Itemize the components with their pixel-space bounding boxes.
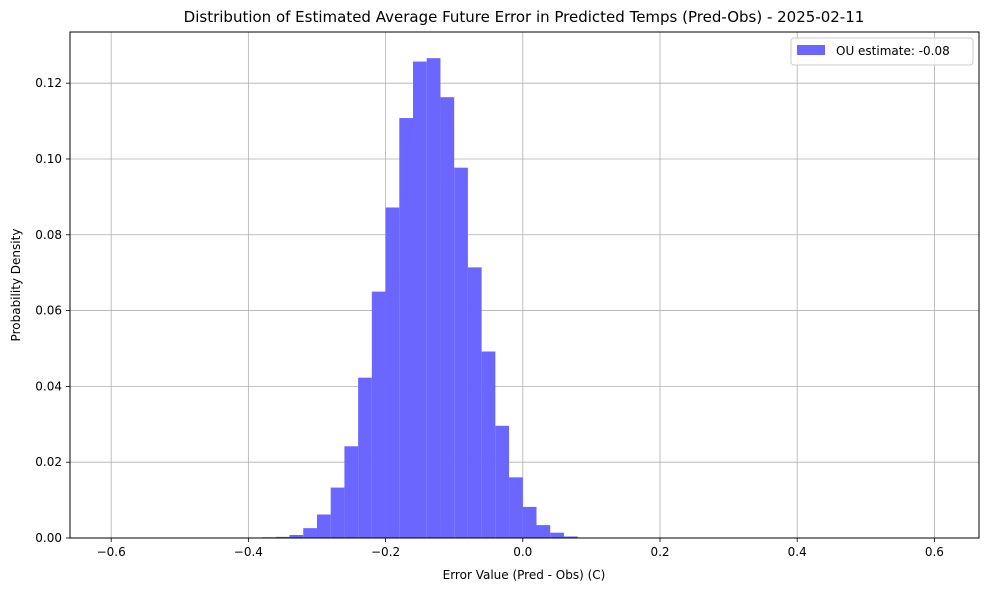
plot-frame — [69, 31, 980, 539]
histogram-bar — [481, 351, 496, 538]
histogram-bar — [563, 536, 578, 538]
y-tick-label: 0.08 — [35, 228, 62, 242]
histogram-bar — [550, 532, 564, 538]
histogram-bar — [454, 167, 468, 538]
histogram-bar — [330, 487, 345, 538]
histogram-bar — [522, 506, 537, 538]
x-tick-label: 0.2 — [650, 545, 669, 559]
x-tick-label: −0.6 — [97, 545, 126, 559]
histogram-bar — [316, 514, 331, 538]
histogram-bars — [262, 58, 674, 539]
y-tick-label: 0.06 — [35, 304, 62, 318]
y-tick-label: 0.04 — [35, 379, 62, 393]
x-tick-label: 0.6 — [925, 545, 944, 559]
histogram-bar — [275, 536, 290, 538]
histogram-bar — [426, 58, 441, 539]
histogram-bar — [536, 525, 551, 538]
x-tick-label: −0.4 — [234, 545, 263, 559]
legend: OU estimate: -0.08 — [790, 37, 974, 66]
x-tick-label: 0.4 — [788, 545, 807, 559]
histogram-bar — [509, 477, 523, 538]
histogram-bar — [467, 267, 482, 538]
x-axis-ticks: −0.6 −0.4 −0.2 0.0 0.2 0.4 0.6 — [97, 538, 944, 559]
y-axis-ticks: 0.00 0.02 0.04 0.06 0.08 0.10 0.12 — [35, 76, 70, 545]
y-tick-label: 0.10 — [35, 152, 62, 166]
histogram-bar — [358, 377, 372, 538]
x-tick-label: 0.0 — [513, 545, 532, 559]
legend-box — [790, 37, 974, 66]
histogram-bar — [303, 528, 317, 538]
x-axis-label: Error Value (Pred - Obs) (C) — [443, 568, 606, 582]
legend-label: OU estimate: -0.08 — [836, 44, 950, 58]
histogram-bar — [495, 425, 510, 538]
legend-swatch — [797, 45, 825, 55]
histogram-bar — [344, 446, 359, 538]
y-axis-label: Probability Density — [9, 229, 23, 342]
y-tick-label: 0.00 — [35, 531, 62, 545]
histogram-bar — [413, 61, 427, 538]
chart-title: Distribution of Estimated Average Future… — [184, 8, 865, 26]
histogram-bar — [289, 534, 304, 538]
y-tick-label: 0.02 — [35, 455, 62, 469]
histogram-bar — [440, 97, 455, 539]
histogram-bar — [385, 207, 400, 538]
histogram-bar — [371, 291, 386, 538]
histogram-bar — [399, 118, 414, 539]
y-tick-label: 0.12 — [35, 76, 62, 90]
x-tick-label: −0.2 — [371, 545, 400, 559]
